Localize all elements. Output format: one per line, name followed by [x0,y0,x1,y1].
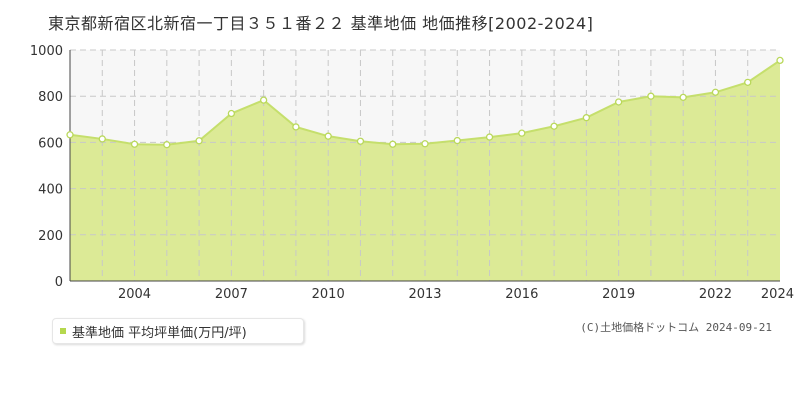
chart-title: 東京都新宿区北新宿一丁目３５１番２２ 基準地価 地価推移[2002-2024] [48,14,594,33]
data-point [130,140,139,148]
data-point [259,96,268,104]
data-point [711,88,720,96]
legend-swatch [60,328,66,334]
data-point [453,136,461,145]
y-tick-label: 400 [38,183,63,198]
y-tick-label: 200 [38,229,63,244]
data-point [292,123,300,131]
data-point [614,98,623,106]
data-point [679,93,687,102]
x-tick-label: 2022 [699,287,732,302]
data-point [421,140,429,148]
data-point [195,137,203,145]
x-tick-label: 2004 [118,287,151,302]
x-tick-label: 2013 [408,287,441,302]
data-point [324,132,332,140]
y-tick-label: 800 [38,90,63,105]
data-point [582,114,591,122]
data-point [227,109,236,118]
y-tick-label: 1000 [30,44,63,59]
data-point [485,133,494,141]
legend: 基準地価 平均坪単価(万円/坪) [52,318,304,344]
legend-label: 基準地価 平均坪単価(万円/坪) [72,325,247,341]
x-tick-label: 2016 [505,287,538,302]
data-point [518,129,526,137]
data-point [66,131,74,139]
x-tick-label: 2007 [215,287,248,302]
data-point [744,78,752,86]
x-tick-label: 2010 [312,287,345,302]
data-point [389,140,397,148]
data-point [98,135,106,143]
data-point [550,122,558,130]
data-point [776,56,784,65]
x-tick-label: 2019 [602,287,635,302]
data-point [356,137,365,145]
data-point [647,92,655,100]
data-point [163,141,171,149]
y-tick-label: 0 [55,275,63,290]
credit-text: (C)土地価格ドットコム 2024-09-21 [580,321,772,334]
y-tick-label: 600 [38,136,63,151]
x-tick-label: 2024 [761,287,794,302]
